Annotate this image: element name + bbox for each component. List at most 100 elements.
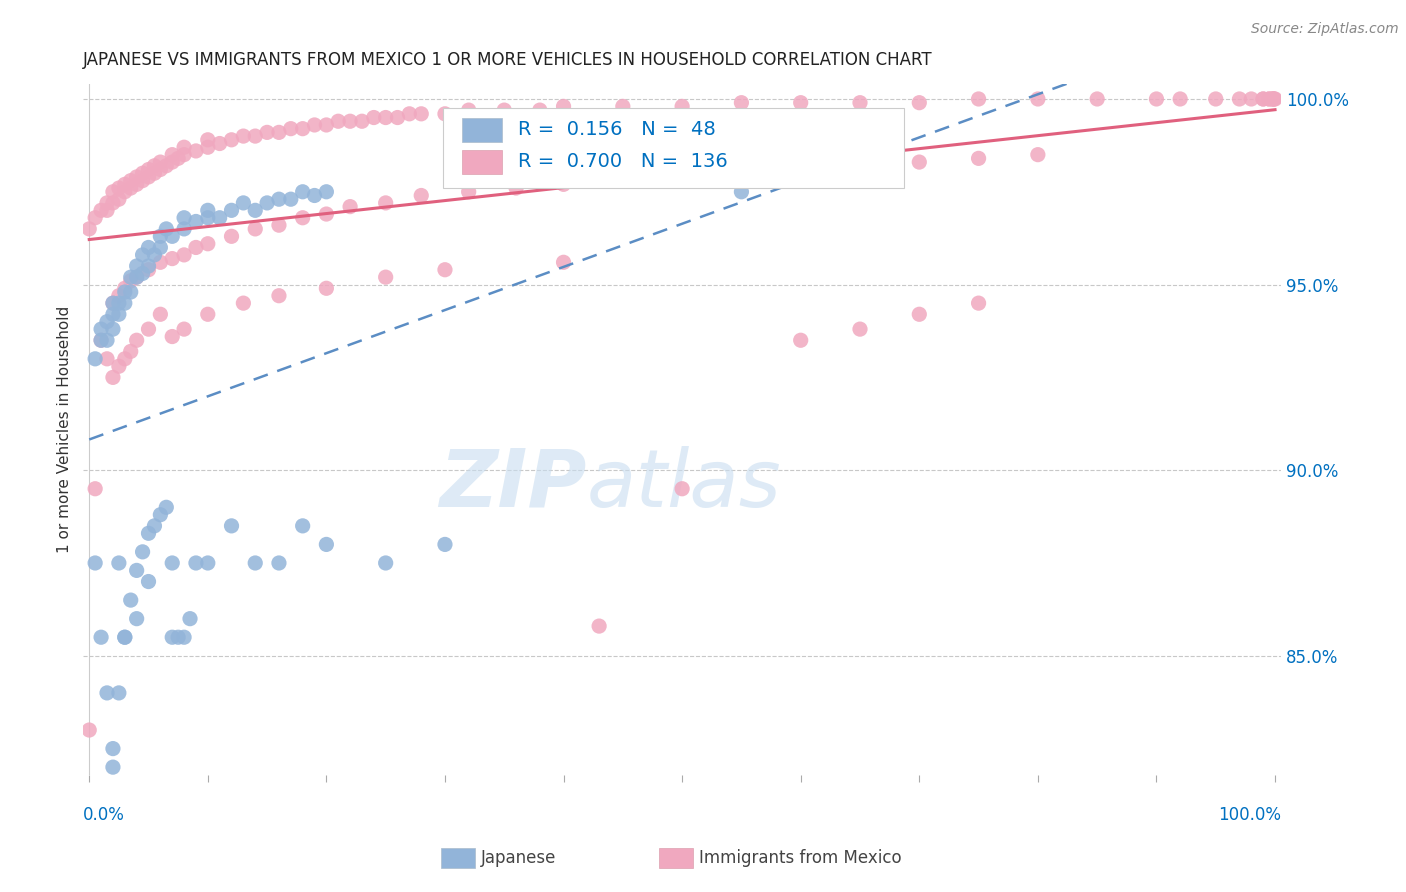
FancyBboxPatch shape: [461, 118, 502, 142]
Point: [280, 121, 302, 136]
Text: atlas: atlas: [586, 446, 782, 524]
Point: [256, 125, 278, 139]
Point: [155, 159, 177, 173]
Point: [120, 285, 142, 299]
Point: [671, 169, 693, 184]
Point: [232, 195, 254, 210]
Point: [1205, 92, 1227, 106]
Point: [120, 344, 142, 359]
Point: [908, 95, 931, 110]
Point: [267, 125, 290, 139]
Point: [291, 211, 314, 225]
Point: [160, 229, 183, 244]
Point: [789, 333, 811, 347]
Point: [789, 174, 811, 188]
Point: [160, 252, 183, 266]
FancyBboxPatch shape: [461, 150, 502, 174]
Point: [114, 630, 136, 644]
Point: [125, 270, 148, 285]
Point: [291, 121, 314, 136]
Point: [108, 556, 131, 570]
Point: [138, 574, 160, 589]
FancyBboxPatch shape: [443, 108, 904, 187]
Point: [374, 270, 396, 285]
Point: [374, 556, 396, 570]
Text: Immigrants from Mexico: Immigrants from Mexico: [699, 849, 901, 867]
Point: [149, 307, 172, 321]
Point: [155, 222, 177, 236]
Point: [160, 630, 183, 644]
Point: [184, 214, 207, 228]
Point: [120, 174, 142, 188]
Point: [1261, 92, 1284, 106]
Point: [138, 240, 160, 254]
Point: [138, 322, 160, 336]
Point: [149, 508, 172, 522]
Point: [173, 140, 195, 154]
Point: [267, 192, 290, 206]
Point: [387, 111, 409, 125]
Point: [101, 185, 124, 199]
Point: [197, 556, 219, 570]
Point: [131, 174, 153, 188]
Point: [849, 322, 872, 336]
Point: [849, 95, 872, 110]
Point: [101, 760, 124, 774]
Point: [160, 556, 183, 570]
Point: [173, 630, 195, 644]
Point: [433, 537, 456, 551]
Point: [90, 630, 112, 644]
Point: [588, 619, 610, 633]
Point: [339, 114, 361, 128]
Point: [131, 267, 153, 281]
Point: [197, 211, 219, 225]
Point: [457, 103, 479, 117]
Point: [1146, 92, 1168, 106]
Point: [125, 270, 148, 285]
Point: [280, 192, 302, 206]
Point: [245, 222, 267, 236]
Point: [84, 482, 107, 496]
Point: [125, 169, 148, 184]
Point: [173, 248, 195, 262]
Point: [138, 526, 160, 541]
Point: [101, 195, 124, 210]
Point: [291, 519, 314, 533]
Point: [120, 270, 142, 285]
Point: [1264, 92, 1286, 106]
Point: [232, 296, 254, 310]
Point: [553, 99, 575, 113]
Point: [114, 178, 136, 192]
Point: [197, 133, 219, 147]
Point: [167, 152, 190, 166]
Point: [120, 593, 142, 607]
Point: [730, 185, 752, 199]
Point: [315, 207, 337, 221]
Point: [1263, 92, 1285, 106]
Point: [90, 322, 112, 336]
Point: [245, 556, 267, 570]
Point: [315, 118, 337, 132]
Point: [374, 195, 396, 210]
Point: [160, 329, 183, 343]
Point: [101, 307, 124, 321]
Point: [730, 166, 752, 180]
Point: [101, 370, 124, 384]
Point: [114, 185, 136, 199]
Point: [77, 222, 100, 236]
Point: [789, 95, 811, 110]
Point: [267, 289, 290, 303]
Point: [553, 178, 575, 192]
Point: [90, 333, 112, 347]
Point: [173, 147, 195, 161]
Point: [267, 218, 290, 232]
Point: [671, 99, 693, 113]
Point: [179, 612, 201, 626]
Point: [96, 351, 118, 366]
Point: [138, 259, 160, 273]
Point: [1251, 92, 1274, 106]
Point: [433, 107, 456, 121]
Point: [245, 203, 267, 218]
Point: [96, 203, 118, 218]
Point: [967, 296, 990, 310]
